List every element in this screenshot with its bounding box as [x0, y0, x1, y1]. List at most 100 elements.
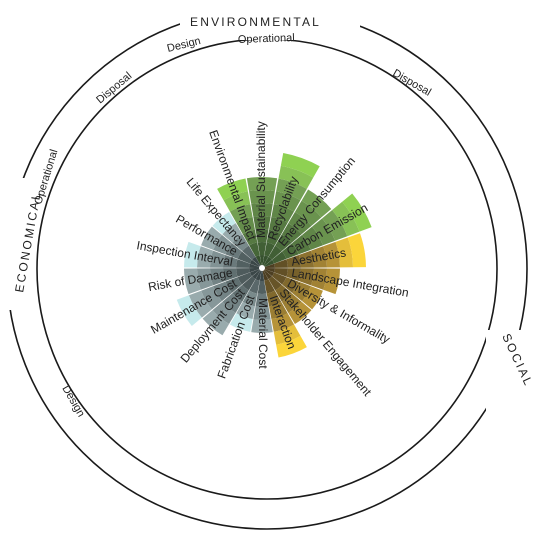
- petal-highlight-2-2: [280, 152, 320, 178]
- petal-band-1-3: [255, 228, 269, 243]
- petal-band-3-4: [281, 223, 302, 243]
- sublabel-env-operational: Operational: [238, 32, 295, 46]
- petal-band-6-4: [298, 268, 314, 286]
- petal-band-11-4: [236, 301, 255, 320]
- petal-band-10-2: [257, 280, 267, 294]
- petal-band-8-1: [262, 268, 272, 280]
- petal-band-5-3: [286, 254, 301, 268]
- petal-band-2-7: [276, 178, 307, 201]
- petal-band-1-4: [253, 215, 271, 230]
- petal-band-14-2: [236, 268, 250, 277]
- petal-band-8-4: [281, 293, 302, 313]
- petal-band-12-3: [232, 284, 249, 302]
- petal-band-3-1: [262, 256, 272, 268]
- petal-band-17-4: [222, 223, 243, 243]
- petal-band-5-5: [311, 246, 327, 268]
- petal-band-3-2: [268, 245, 282, 260]
- petal-band-4-2: [272, 251, 287, 264]
- petal-band-17-1: [252, 256, 262, 268]
- petal-band-6-6: [323, 268, 340, 295]
- petal-band-6-5: [311, 268, 327, 290]
- petal-band-13-4: [213, 281, 232, 302]
- petal-band-15-4: [210, 250, 226, 268]
- petal-band-4-4: [292, 234, 311, 255]
- petal-band-16-4: [213, 234, 232, 255]
- petal-band-5-6: [323, 241, 340, 268]
- petal-band-18-2: [249, 242, 260, 257]
- petal-band-13-5: [201, 286, 222, 310]
- petal-highlight-5-2: [347, 233, 366, 268]
- petal-band-7-2: [272, 272, 287, 285]
- petal-highlight-15-1: [184, 241, 201, 268]
- sublabel-eco-design: Design: [59, 384, 87, 420]
- petal-band-8-5: [288, 301, 312, 325]
- gap-economical: [2, 178, 32, 310]
- petal-band-12-1: [252, 268, 262, 280]
- petal-band-8-3: [275, 284, 292, 302]
- petal-band-14-6: [184, 268, 201, 295]
- petal-highlight-9-2: [276, 335, 307, 358]
- petal-band-2-5: [271, 204, 295, 223]
- petal-band-2-4: [269, 216, 288, 235]
- petal-band-11-2: [249, 279, 260, 294]
- petal-band-9-2: [264, 279, 275, 294]
- petal-highlight-5-1: [335, 237, 353, 268]
- petal-highlight-13-1: [176, 295, 202, 326]
- petal-band-7-3: [282, 277, 299, 293]
- petal-band-13-6: [188, 290, 212, 318]
- petal-highlight-4-1: [332, 201, 360, 237]
- petal-band-2-2: [264, 242, 275, 257]
- petal-band-12-6: [202, 310, 230, 336]
- petal-band-15-2: [236, 259, 250, 268]
- petal-band-9-4: [269, 301, 288, 320]
- ring-gaps: [2, 6, 526, 420]
- petal-band-12-4: [222, 293, 243, 313]
- petal-band-5-4: [298, 250, 314, 268]
- petal-band-9-5: [271, 313, 295, 332]
- petal-band-4-7: [322, 210, 348, 241]
- petal-band-16-2: [237, 251, 252, 264]
- petal-band-10-5: [251, 319, 273, 334]
- petal-band-2-6: [273, 191, 301, 212]
- petal-band-10-3: [255, 293, 269, 308]
- petal-band-4-3: [282, 243, 299, 259]
- petal-band-16-1: [249, 259, 262, 268]
- petal-band-14-4: [210, 268, 226, 286]
- petal-band-1-6: [249, 189, 275, 204]
- sublabel-eco-disposal: Disposal: [94, 70, 134, 106]
- petal-band-18-3: [242, 229, 258, 246]
- petal-band-10-1: [259, 268, 265, 282]
- petal-band-12-5: [212, 301, 236, 325]
- petal-band-11-1: [255, 268, 262, 281]
- gap-environmental: [180, 6, 360, 40]
- petal-segments: [176, 152, 372, 358]
- petal-band-9-3: [266, 290, 282, 307]
- category-environmental: ENVIRONMENTAL: [190, 15, 321, 29]
- petal-band-13-2: [237, 272, 252, 285]
- petal-band-18-4: [236, 216, 255, 235]
- petal-band-3-7: [301, 189, 332, 218]
- petal-band-17-3: [232, 234, 249, 252]
- petal-band-15-5: [197, 246, 213, 268]
- petal-band-3-3: [275, 234, 292, 252]
- petal-highlight-2-1: [278, 165, 314, 189]
- petal-band-2-3: [266, 229, 282, 246]
- petal-highlight-4-2: [342, 193, 372, 232]
- petal-band-6-3: [286, 268, 301, 282]
- petal-band-11-3: [242, 290, 258, 307]
- petal-band-15-1: [249, 263, 262, 268]
- petal-highlight-9-1: [273, 324, 301, 345]
- petal-band-16-3: [225, 243, 242, 259]
- petal-band-13-3: [225, 277, 242, 293]
- gap-social: [486, 330, 526, 420]
- petal-band-10-4: [253, 306, 271, 321]
- petal-band-14-5: [197, 268, 213, 290]
- petal-band-7-1: [262, 268, 275, 277]
- petal-band-1-2: [257, 242, 267, 256]
- criterion-label-1: Material Sustainability: [254, 121, 268, 238]
- petal-band-1-7: [246, 176, 278, 192]
- petal-band-16-5: [201, 226, 222, 250]
- petal-highlight-11-1: [229, 313, 253, 332]
- petal-band-9-1: [262, 268, 269, 281]
